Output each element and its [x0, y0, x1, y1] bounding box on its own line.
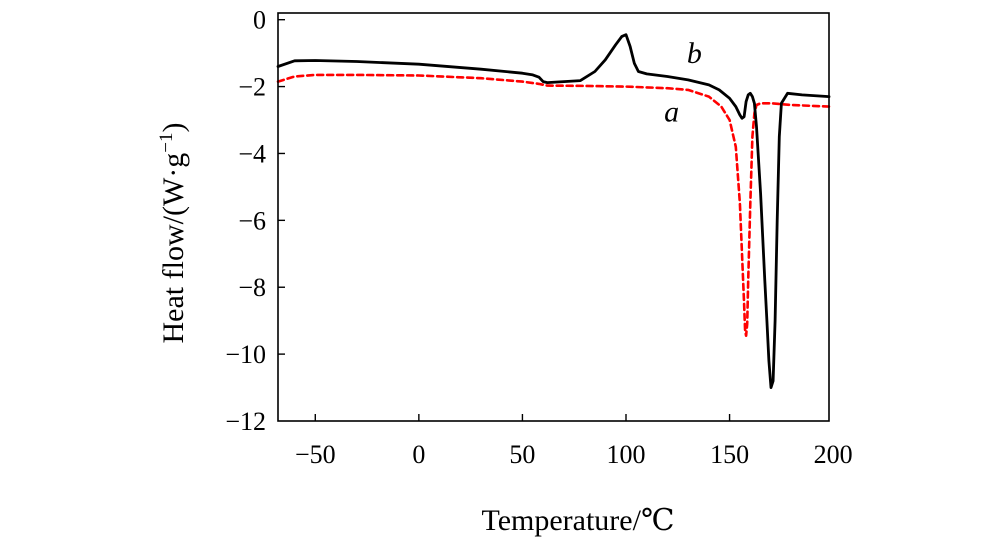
x-tick-label: 50: [509, 440, 535, 469]
y-tick-label: −4: [238, 139, 266, 168]
y-tick-label: −10: [225, 340, 266, 369]
y-axis-label-close: ): [157, 123, 190, 133]
y-tick-label: −2: [238, 73, 266, 102]
y-tick-label: 0: [253, 6, 266, 35]
plot-frame: [277, 12, 830, 422]
y-tick-label: −6: [238, 206, 266, 235]
labels-layer: ab: [664, 37, 702, 129]
x-tick-label: −50: [295, 440, 336, 469]
series-label-b: b: [687, 37, 702, 70]
x-tick-label: 150: [710, 440, 749, 469]
y-axis-label: Heat flow/(W·g−1): [156, 123, 190, 344]
y-axis-label-sup: −1: [156, 133, 177, 153]
series-label-a: a: [664, 96, 679, 129]
x-tick-label: 200: [814, 440, 853, 469]
series-line-b: [276, 33, 831, 390]
y-tick-label: −12: [225, 407, 266, 436]
x-axis-label: Temperature/℃: [481, 504, 674, 537]
x-tick-label: 100: [607, 440, 646, 469]
y-tick-label: −8: [238, 273, 266, 302]
y-axis-label-main: Heat flow/(W·g: [157, 153, 190, 344]
series-line-a: [276, 73, 831, 338]
x-tick-label: 0: [412, 440, 425, 469]
ticks-layer: −50 0 50 100 150 200 0 −2 −4 −6 −8 −10 −12: [225, 6, 852, 469]
series-layer: [276, 33, 831, 390]
